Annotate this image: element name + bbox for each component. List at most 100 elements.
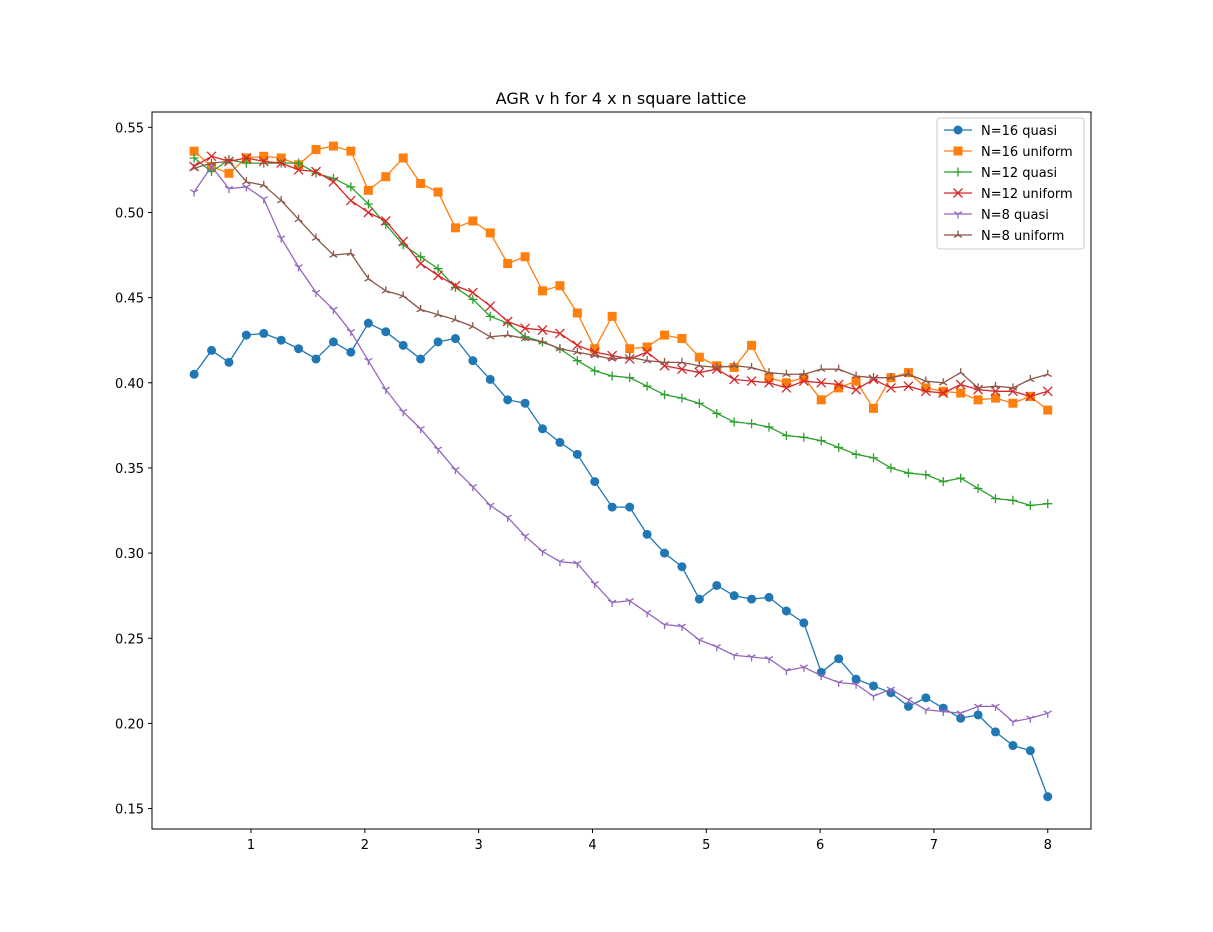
data-point bbox=[642, 609, 652, 618]
data-point bbox=[311, 233, 321, 241]
data-point bbox=[956, 713, 966, 723]
data-point bbox=[694, 352, 704, 362]
data-point bbox=[973, 395, 983, 405]
y-tick-label: 0.20 bbox=[115, 717, 144, 732]
data-point bbox=[747, 419, 757, 429]
data-point bbox=[311, 166, 321, 177]
data-point bbox=[799, 432, 809, 442]
data-point bbox=[834, 443, 844, 453]
data-point bbox=[799, 664, 809, 672]
data-point bbox=[573, 560, 582, 568]
data-point bbox=[468, 356, 478, 366]
data-point bbox=[904, 696, 913, 705]
series-5 bbox=[189, 156, 1052, 391]
legend-label: N=8 uniform bbox=[981, 229, 1064, 244]
data-point bbox=[921, 693, 931, 703]
data-point bbox=[1042, 386, 1053, 397]
data-point bbox=[398, 153, 408, 163]
data-point bbox=[555, 558, 565, 567]
series-line bbox=[193, 160, 1048, 389]
x-tick-label: 1 bbox=[247, 838, 255, 853]
data-point bbox=[799, 369, 809, 378]
data-point bbox=[259, 151, 269, 161]
data-point bbox=[538, 424, 548, 434]
data-point bbox=[869, 693, 878, 701]
y-tick-label: 0.25 bbox=[115, 632, 144, 647]
data-point bbox=[433, 310, 443, 318]
data-point bbox=[345, 195, 356, 206]
data-point bbox=[363, 318, 373, 328]
legend-item: N=16 quasi bbox=[944, 124, 1057, 139]
data-point bbox=[920, 386, 931, 397]
legend-label: N=12 uniform bbox=[981, 187, 1073, 202]
data-point bbox=[991, 727, 1001, 737]
data-point bbox=[381, 172, 391, 182]
legend-label: N=8 quasi bbox=[981, 208, 1049, 223]
data-point bbox=[329, 250, 338, 258]
data-point bbox=[816, 436, 826, 446]
data-point bbox=[991, 494, 1001, 504]
data-point bbox=[467, 287, 478, 298]
data-point bbox=[1008, 718, 1018, 727]
data-point bbox=[451, 466, 460, 475]
data-point bbox=[259, 196, 269, 204]
x-tick-label: 2 bbox=[361, 838, 369, 853]
data-point bbox=[485, 228, 495, 238]
y-tick-label: 0.15 bbox=[115, 803, 144, 818]
data-point bbox=[381, 327, 391, 337]
data-point bbox=[416, 354, 426, 364]
data-point bbox=[328, 176, 339, 187]
data-point bbox=[607, 599, 617, 607]
y-tick-label: 0.40 bbox=[115, 377, 144, 392]
data-point bbox=[189, 369, 199, 379]
data-point bbox=[572, 340, 583, 351]
data-point bbox=[764, 373, 774, 383]
data-point bbox=[833, 379, 844, 390]
data-point bbox=[938, 477, 948, 487]
data-point bbox=[380, 216, 391, 226]
data-point bbox=[416, 252, 426, 262]
data-point bbox=[276, 153, 286, 163]
data-point bbox=[642, 356, 652, 364]
data-point bbox=[973, 710, 983, 720]
data-point bbox=[381, 386, 391, 395]
legend-item: N=16 uniform bbox=[944, 145, 1073, 160]
data-point bbox=[450, 334, 460, 344]
data-point bbox=[781, 606, 791, 616]
data-point bbox=[294, 158, 304, 168]
data-point bbox=[328, 141, 338, 151]
data-point bbox=[747, 362, 756, 371]
x-tick-label: 6 bbox=[816, 838, 824, 853]
series-3 bbox=[189, 151, 1053, 402]
plot-frame bbox=[151, 111, 1092, 830]
data-point bbox=[328, 337, 338, 347]
legend-marker bbox=[953, 188, 963, 198]
data-point bbox=[538, 286, 548, 296]
data-point bbox=[433, 446, 443, 454]
data-point bbox=[363, 185, 373, 195]
data-point bbox=[1025, 500, 1035, 510]
data-point bbox=[973, 384, 984, 395]
data-point bbox=[224, 185, 234, 194]
data-point bbox=[607, 311, 617, 321]
data-point bbox=[851, 384, 862, 395]
data-point bbox=[363, 207, 374, 218]
legend-item: N=12 quasi bbox=[944, 166, 1057, 181]
data-point bbox=[433, 187, 443, 197]
data-point bbox=[903, 468, 913, 478]
data-point bbox=[851, 674, 861, 684]
data-point bbox=[921, 376, 931, 384]
data-point bbox=[625, 373, 635, 383]
data-point bbox=[346, 248, 356, 257]
legend-item: N=12 uniform bbox=[944, 187, 1073, 202]
data-point bbox=[311, 289, 321, 298]
data-point bbox=[276, 235, 286, 243]
data-point bbox=[956, 473, 966, 483]
data-point bbox=[660, 390, 670, 400]
data-point bbox=[503, 395, 513, 405]
data-point bbox=[450, 280, 461, 291]
data-point bbox=[886, 686, 896, 694]
data-point bbox=[311, 144, 321, 154]
data-point bbox=[625, 597, 634, 606]
data-point bbox=[677, 334, 687, 344]
